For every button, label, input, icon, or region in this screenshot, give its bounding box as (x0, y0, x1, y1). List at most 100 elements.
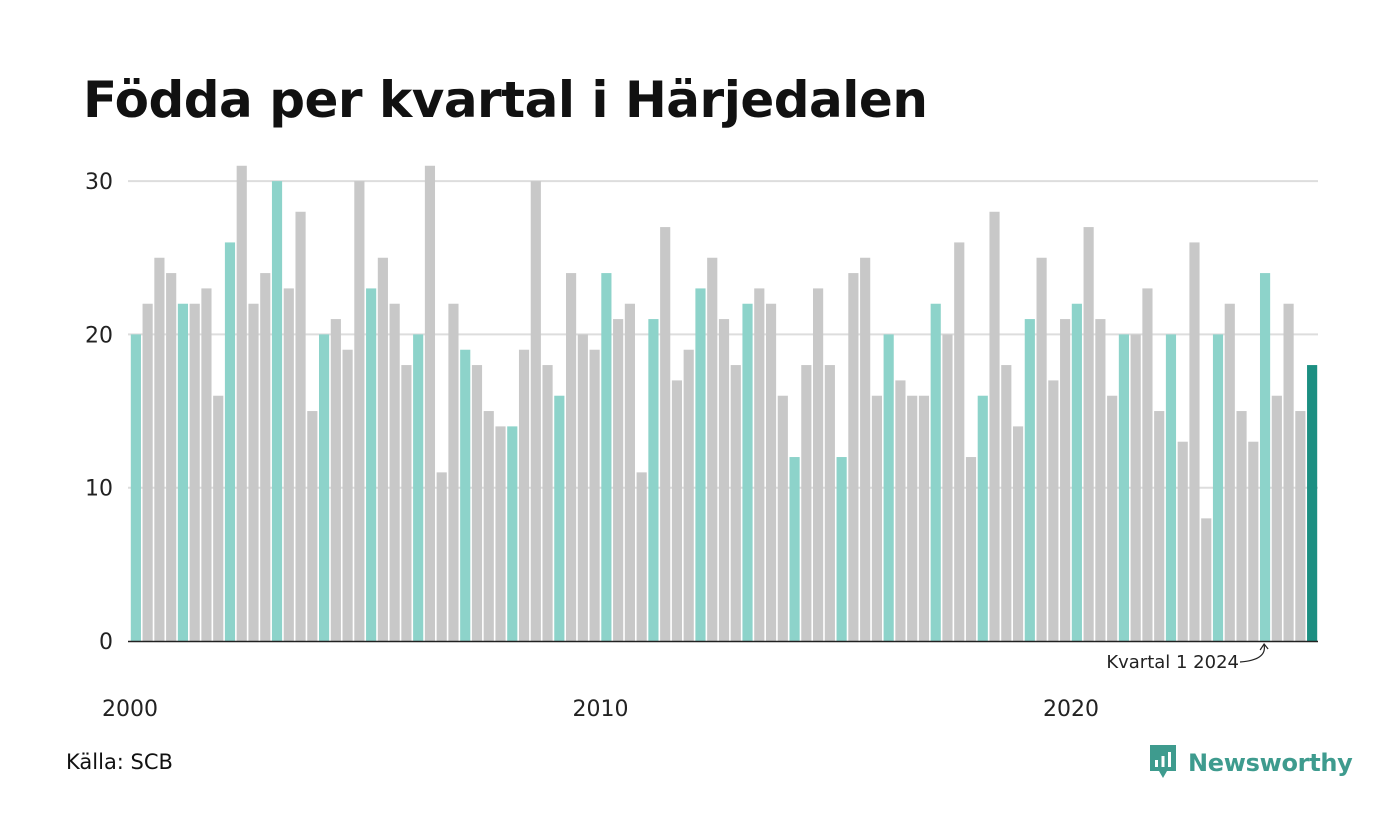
bar (554, 395, 565, 641)
bar (1012, 426, 1024, 641)
bar (754, 288, 765, 641)
newsworthy-logo: Newsworthy (1148, 743, 1353, 783)
bar (1236, 411, 1247, 641)
bar (1095, 319, 1106, 641)
annotation: Kvartal 1 2024 (1106, 642, 1269, 673)
bar (895, 380, 906, 641)
bar (1283, 303, 1294, 641)
bar (248, 303, 259, 641)
annotation-arrowhead (1259, 642, 1269, 651)
bar (695, 288, 706, 641)
bar (566, 273, 577, 641)
bar (495, 426, 506, 641)
x-tick-label: 2010 (573, 697, 629, 722)
bar (730, 365, 741, 641)
bar (765, 303, 777, 641)
bar (436, 472, 447, 641)
bar (977, 395, 988, 641)
bar (860, 257, 871, 641)
bar (848, 273, 859, 641)
bar (283, 288, 294, 641)
bar (636, 472, 647, 641)
bar (330, 319, 341, 641)
bar (1189, 242, 1200, 642)
bar (836, 457, 847, 641)
bar (177, 303, 189, 641)
bar (660, 227, 671, 641)
bar (1118, 334, 1129, 641)
bar (1024, 319, 1035, 641)
source-note: Källa: SCB (66, 750, 173, 774)
bar (1036, 257, 1047, 641)
bar (271, 181, 283, 641)
bar (142, 303, 153, 641)
bar (589, 349, 600, 641)
chart-title: Födda per kvartal i Härjedalen (83, 71, 928, 129)
bar (401, 365, 412, 641)
bar (460, 349, 471, 641)
bar (577, 334, 588, 641)
bar (1212, 334, 1224, 641)
bar (542, 365, 553, 641)
bar (354, 181, 365, 641)
bar (295, 211, 306, 641)
bar (613, 319, 624, 641)
bar (1177, 441, 1188, 641)
bar (130, 334, 141, 641)
y-tick-label: 0 (99, 630, 113, 655)
bar (507, 426, 518, 641)
bar (707, 257, 718, 641)
y-tick-label: 30 (85, 170, 113, 195)
bar (1271, 395, 1282, 641)
bar (813, 288, 824, 641)
bar (918, 395, 930, 641)
bar (624, 303, 635, 641)
bar (965, 457, 977, 641)
bar (366, 288, 377, 641)
bar (518, 349, 530, 641)
bar (1071, 303, 1082, 641)
bar (871, 395, 882, 641)
bar (236, 165, 247, 641)
bar (342, 349, 353, 641)
bar (413, 334, 424, 641)
x-tick-label: 2020 (1043, 697, 1099, 722)
bar (1060, 319, 1071, 641)
bar (1307, 365, 1318, 641)
bar (930, 303, 941, 641)
bar (389, 303, 400, 641)
bar (154, 257, 165, 641)
bar (471, 365, 483, 641)
bar (907, 395, 918, 641)
bar (1201, 518, 1212, 641)
bar (1224, 303, 1235, 641)
bar (777, 395, 788, 641)
bar (1259, 273, 1271, 641)
bar (424, 165, 436, 641)
bar (824, 365, 835, 641)
bar (260, 273, 271, 641)
bar (1001, 365, 1012, 641)
bar (377, 257, 388, 641)
bar (1048, 380, 1059, 641)
newsworthy-logo-icon (1150, 745, 1176, 778)
y-tick-label: 20 (85, 323, 113, 348)
bar (883, 334, 894, 641)
bar (224, 242, 236, 642)
axes: 0 10 20 30 2000 2010 2020 (85, 170, 1318, 722)
bar (530, 181, 541, 641)
brand-name: Newsworthy (1188, 749, 1353, 777)
bar (718, 319, 730, 641)
bar (671, 380, 683, 641)
bar (989, 211, 1000, 641)
bar (1154, 411, 1165, 641)
bar (166, 273, 177, 641)
bar (448, 303, 459, 641)
bar (483, 411, 494, 641)
bar (1295, 411, 1306, 641)
bar (307, 411, 318, 641)
bar (648, 319, 659, 641)
bar (742, 303, 753, 641)
bar (1248, 441, 1259, 641)
bar (942, 334, 953, 641)
